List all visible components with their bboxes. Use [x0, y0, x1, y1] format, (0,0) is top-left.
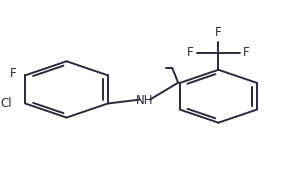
Text: NH: NH [136, 94, 153, 107]
Text: F: F [243, 46, 250, 59]
Text: F: F [10, 67, 16, 80]
Text: Cl: Cl [1, 97, 12, 110]
Text: F: F [215, 26, 222, 39]
Text: F: F [187, 46, 194, 59]
